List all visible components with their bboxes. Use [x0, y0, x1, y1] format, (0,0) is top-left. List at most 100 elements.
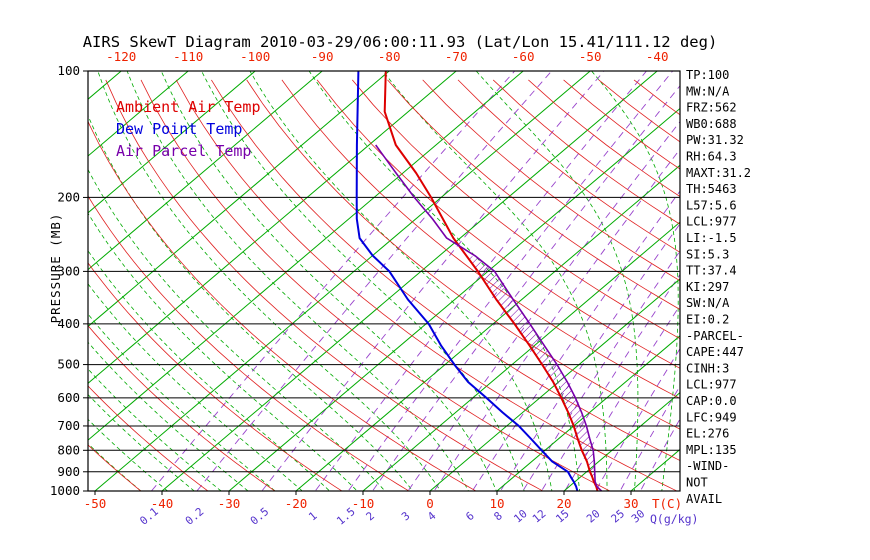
- dry-adiabat-line: [88, 195, 410, 491]
- top-temp-tick-label: -80: [378, 49, 401, 64]
- pressure-tick-label: 900: [57, 464, 80, 479]
- top-temp-tick-label: -60: [512, 49, 535, 64]
- legend-ambient-air-temp: Ambient Air Temp: [116, 98, 261, 116]
- moist-adiabat-line: [88, 443, 142, 491]
- top-temp-tick-label: -100: [240, 49, 270, 64]
- stat-line: MAXT:31.2: [686, 166, 751, 180]
- isotherm-line: [630, 448, 680, 491]
- pressure-tick-label: 400: [57, 316, 80, 331]
- isotherm-line: [228, 107, 680, 491]
- dry-adiabat-line: [492, 79, 680, 225]
- pressure-tick-label: 1000: [50, 483, 80, 498]
- top-temp-tick-label: -70: [445, 49, 468, 64]
- mixing-ratio-tick-label: 4: [425, 509, 439, 523]
- isotherm-line: [563, 391, 680, 491]
- dry-adiabat-line: [457, 79, 680, 253]
- mixing-ratio-line: [347, 71, 674, 491]
- mixing-ratio-line: [619, 385, 680, 491]
- dry-adiabat-line: [351, 79, 680, 340]
- mixing-ratio-tick-label: 1: [306, 509, 319, 523]
- pressure-tick-label: 800: [57, 442, 80, 457]
- isotherm-line: [0, 71, 54, 491]
- isotherm-line: [88, 71, 256, 214]
- mixing-ratio-tick-label: 6: [463, 509, 476, 523]
- mixing-ratio-tick-label: 12: [530, 507, 549, 525]
- dry-adiabat-line: [175, 79, 678, 491]
- dry-adiabat-line: [211, 79, 680, 461]
- stat-line: -WIND-: [686, 459, 729, 473]
- stat-line: -PARCEL-: [686, 329, 744, 343]
- moist-adiabat-line: [475, 71, 639, 491]
- moist-adiabat-line: [88, 114, 414, 491]
- stat-line: EL:276: [686, 427, 729, 441]
- stat-line: CINH:3: [686, 361, 729, 375]
- top-temp-tick-label: -110: [173, 49, 203, 64]
- moist-adiabat-line: [308, 71, 580, 491]
- ambient-temp-trace: [383, 71, 599, 491]
- legend-dew-point-temp: Dew Point Temp: [116, 120, 242, 138]
- isotherm-line: [295, 164, 680, 491]
- mixing-ratio-tick-label: 2: [364, 509, 377, 523]
- moist-adiabat-line: [591, 71, 679, 491]
- stat-line: EI:0.2: [686, 313, 729, 327]
- pressure-tick-label: 600: [57, 390, 80, 405]
- stat-line: MPL:135: [686, 443, 737, 457]
- stat-line: TP:100: [686, 68, 729, 82]
- air-parcel-trace: [375, 144, 603, 491]
- moist-adiabat-line: [88, 249, 331, 491]
- moist-adiabat-line: [88, 212, 358, 491]
- stat-line: LCL:977: [686, 215, 737, 229]
- dry-adiabat-line: [88, 120, 477, 491]
- dry-adiabat-line: [422, 79, 680, 282]
- top-temp-tick-label: -90: [311, 49, 334, 64]
- stat-line: L57:5.6: [686, 198, 737, 212]
- stats-panel: TP:100 MW:N/A FRZ:562 WB0:688 PW:31.32 RH:64.…: [686, 68, 751, 506]
- isotherm-line: [496, 335, 680, 491]
- isotherm-line: [88, 71, 189, 157]
- dry-adiabat-line: [88, 444, 142, 491]
- isotherm-line: [88, 71, 390, 328]
- moist-adiabat-line: [201, 71, 525, 491]
- stat-line: MW:N/A: [686, 84, 730, 98]
- mixing-ratio-line: [314, 71, 647, 491]
- mixing-ratio-line: [522, 250, 680, 491]
- stat-line: FRZ:562: [686, 101, 737, 115]
- stat-line: LI:-1.5: [686, 231, 737, 245]
- bottom-temp-tick-label: -50: [84, 496, 107, 511]
- stat-line: CAPE:447: [686, 345, 744, 359]
- stat-line: AVAIL: [686, 492, 722, 506]
- dry-adiabat-line: [88, 324, 276, 491]
- isotherm-line: [161, 71, 658, 491]
- dry-adiabat-line: [88, 385, 209, 491]
- stat-line: LCL:977: [686, 378, 737, 392]
- dry-adiabat-line: [316, 79, 680, 369]
- moist-adiabat-line: [126, 71, 469, 491]
- bottom-temp-tick-label: -20: [285, 496, 308, 511]
- mixing-ratio-tick-label: 0.5: [248, 505, 272, 528]
- bottom-temp-tick-label: 20: [556, 496, 571, 511]
- stat-line: TH:5463: [686, 182, 737, 196]
- mixing-ratio-line: [150, 71, 516, 491]
- pressure-axis-label: PRESSURE (MB): [48, 213, 63, 324]
- mixing-ratio-tick-label: 10: [511, 507, 530, 525]
- pressure-tick-label: 200: [57, 189, 80, 204]
- mixing-ratio-line: [196, 71, 552, 491]
- dry-adiabat-line: [281, 79, 680, 399]
- stat-line: KI:297: [686, 280, 729, 294]
- isotherm-line: [362, 221, 680, 491]
- bottom-temp-tick-label: -40: [151, 496, 174, 511]
- pressure-tick-label: 700: [57, 418, 80, 433]
- dry-adiabat-line: [387, 79, 680, 310]
- dry-adiabat-line: [105, 79, 544, 491]
- top-temp-tick-label: -120: [106, 49, 136, 64]
- stat-line: WB0:688: [686, 117, 737, 131]
- stat-line: LFC:949: [686, 410, 737, 424]
- chart-overlay: AIRS SkewT Diagram 2010-03-29/06:00:11.9…: [48, 33, 717, 526]
- top-temp-tick-label: -40: [646, 49, 669, 64]
- top-temp-tick-label: -50: [579, 49, 602, 64]
- bottom-temp-tick-label: -30: [218, 496, 241, 511]
- stat-line: PW:31.32: [686, 133, 744, 147]
- chart-title: AIRS SkewT Diagram 2010-03-29/06:00:11.9…: [83, 33, 718, 51]
- dry-adiabat-line: [246, 79, 680, 430]
